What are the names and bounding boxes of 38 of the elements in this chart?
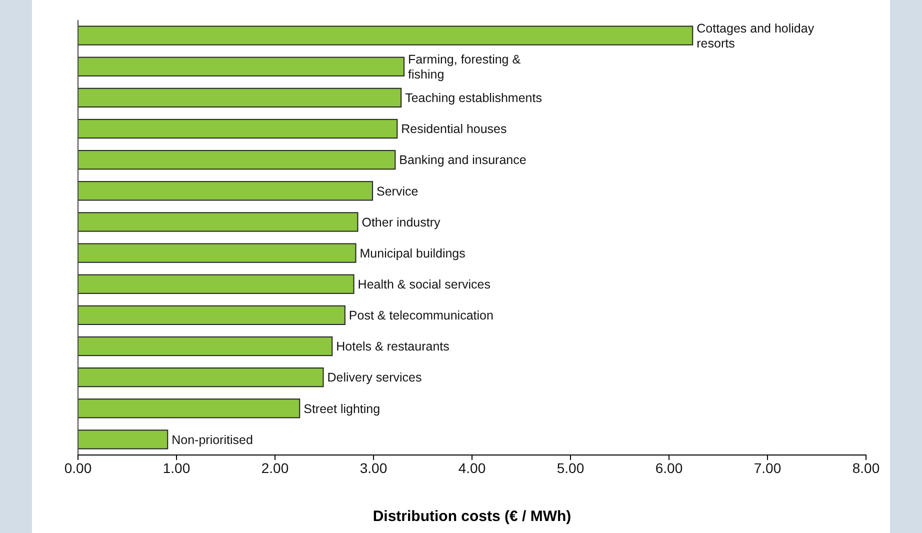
y-tick-label: Teaching establishments: [405, 91, 542, 106]
x-tick-label: 0.00: [64, 460, 92, 476]
x-tick-label: 7.00: [754, 460, 782, 476]
x-tick-label: 3.00: [360, 460, 388, 476]
y-tick-label: Residential houses: [401, 122, 507, 136]
y-tick-label: Other industry: [362, 215, 441, 230]
bar: [78, 150, 396, 170]
bar: [78, 336, 333, 356]
y-tick-label: Delivery services: [327, 370, 422, 385]
bar: [78, 305, 346, 325]
x-tick-label: 2.00: [261, 460, 289, 476]
bar: [78, 118, 398, 139]
x-tick-label: 8.00: [852, 460, 880, 476]
x-tick-label: 4.00: [458, 460, 486, 476]
y-tick-label: Farming, foresting & fishing: [408, 52, 522, 82]
bar: [78, 398, 300, 418]
y-tick-label: Banking and insurance: [399, 153, 526, 168]
bar: [78, 26, 694, 46]
bar: [78, 430, 168, 450]
bar: [78, 181, 374, 201]
bar: [78, 56, 405, 76]
y-tick-label: Hotels & restaurants: [336, 340, 450, 354]
x-tick-label: 1.00: [162, 460, 190, 476]
y-tick-label: Non-prioritised: [172, 432, 253, 447]
bar: [78, 212, 358, 232]
x-tick-label: 5.00: [556, 460, 584, 476]
x-tick-label: 6.00: [655, 460, 683, 476]
bar: [78, 274, 354, 294]
x-axis-title: Distribution costs (€ / MWh): [372, 508, 572, 525]
y-tick-label: Health & social services: [358, 277, 491, 292]
y-tick-label: Municipal buildings: [360, 246, 466, 260]
y-tick-label: Service: [376, 184, 418, 198]
y-tick-label: Post & telecommunication: [348, 308, 494, 323]
y-tick-label: Cottages and holiday resorts: [696, 21, 815, 50]
bar: [78, 368, 324, 388]
y-tick-label: Street lighting: [304, 402, 380, 416]
bar: [78, 243, 356, 263]
bar: [78, 88, 402, 108]
